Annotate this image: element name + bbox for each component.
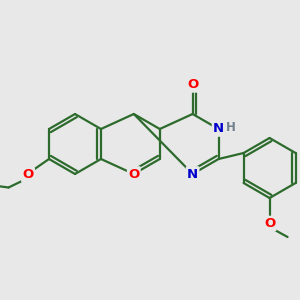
Text: O: O [187, 78, 198, 92]
Text: O: O [128, 167, 140, 181]
Text: N: N [213, 122, 224, 136]
Text: H: H [226, 121, 236, 134]
Text: O: O [264, 217, 275, 230]
Text: O: O [22, 168, 34, 182]
Text: N: N [187, 167, 198, 181]
